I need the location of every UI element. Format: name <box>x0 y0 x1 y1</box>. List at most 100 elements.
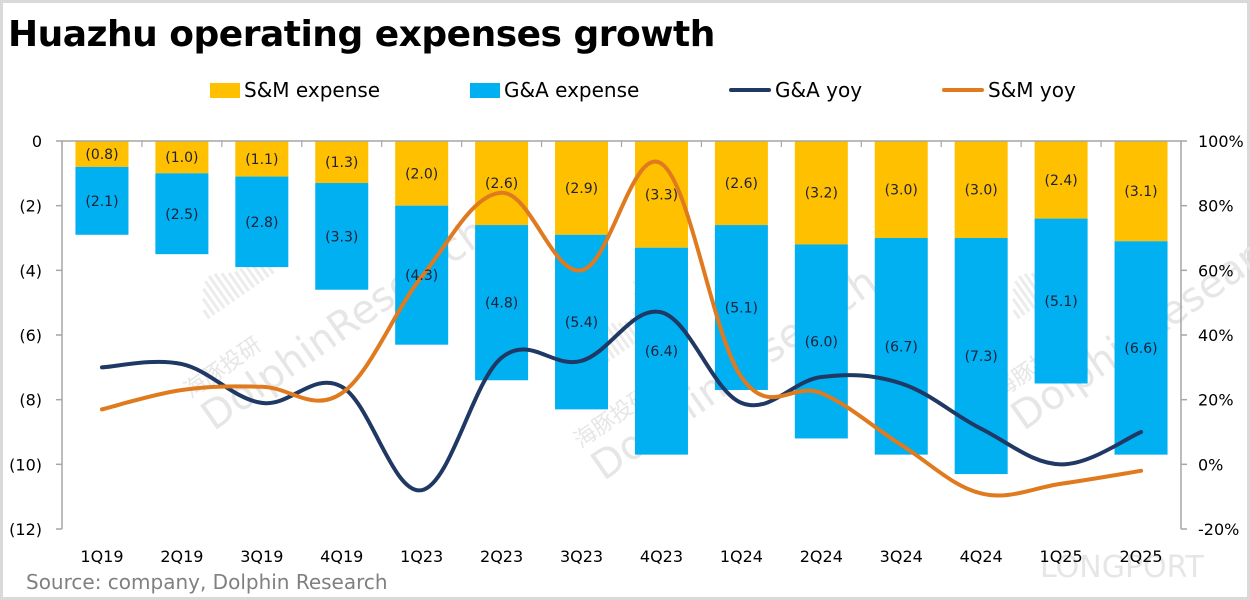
watermark-bar <box>213 272 236 303</box>
category-label: 1Q25 <box>1040 547 1083 566</box>
right-axis-tick-label: 0% <box>1198 455 1223 474</box>
data-label-ga-expense: (6.7) <box>885 339 918 355</box>
bar-sm-expense <box>155 141 209 174</box>
data-label-sm-expense: (3.3) <box>645 187 678 203</box>
legend-line-ga-yoy <box>729 88 771 92</box>
category-label: 4Q24 <box>960 547 1003 566</box>
bar-sm-expense <box>475 141 529 226</box>
bar-ga-expense <box>874 238 928 455</box>
category-label: 1Q19 <box>80 547 123 566</box>
bar-ga-expense <box>634 247 688 455</box>
axes: 0 (2) (4) (6) (8) (10) (12) 100% 80% 60% 40% 20% 0% -… <box>9 132 1244 539</box>
bar-ga-expense <box>1114 241 1168 455</box>
left-axis-tick-label: (12) <box>9 520 42 539</box>
category-labels: 1Q19 2Q19 3Q19 4Q19 1Q23 2Q23 3Q23 4Q23 1Q24 2Q24… <box>80 547 1162 566</box>
line-sm-yoy <box>99 159 1144 498</box>
watermark-bar <box>204 280 226 309</box>
legend: S&M expense G&A expense G&A yoy S&M yoy <box>0 78 1250 108</box>
watermark-bar <box>202 287 221 313</box>
data-label-ga-expense: (4.8) <box>485 296 518 312</box>
legend-line-sm-yoy <box>942 88 984 92</box>
data-label-sm-expense: (2.6) <box>725 176 758 192</box>
watermark-bar <box>1011 297 1026 316</box>
bar-sm-expense <box>1114 141 1168 242</box>
watermark-bar <box>1014 280 1036 309</box>
lines <box>99 159 1144 498</box>
bar-ga-expense <box>475 225 529 381</box>
legend-label-sm-expense: S&M expense <box>244 78 381 102</box>
bar-sm-expense <box>714 141 768 226</box>
bar-ga-expense <box>155 173 209 255</box>
source-note: Source: company, Dolphin Research <box>26 570 388 594</box>
data-label-ga-expense: (4.3) <box>405 268 438 284</box>
data-label-ga-expense: (2.8) <box>245 215 278 231</box>
left-axis-tick-label: (4) <box>19 261 42 280</box>
data-label-ga-expense: (6.0) <box>805 334 838 350</box>
legend-item-ga-expense: G&A expense <box>470 78 639 102</box>
left-axis-tick-label: (8) <box>19 391 42 410</box>
data-label-sm-expense: (1.0) <box>165 150 198 166</box>
bar-sm-expense <box>75 141 129 167</box>
category-label: 2Q23 <box>480 547 523 566</box>
left-axis-tick-label: (10) <box>9 455 42 474</box>
legend-label-ga-expense: G&A expense <box>504 78 640 102</box>
right-axis-tick-label: 20% <box>1198 391 1234 410</box>
data-label-sm-expense: (3.1) <box>1124 184 1157 200</box>
data-label-ga-expense: (6.4) <box>645 344 678 360</box>
data-label-sm-expense: (3.2) <box>805 186 838 202</box>
bar-sm-expense <box>555 141 609 235</box>
chart-title: Huazhu operating expenses growth <box>8 14 715 55</box>
data-label-ga-expense: (7.3) <box>965 349 998 365</box>
bar-ga-expense <box>1034 218 1088 384</box>
legend-swatch-ga-expense <box>470 82 500 98</box>
line-ga-yoy <box>99 309 1144 493</box>
category-label: 2Q25 <box>1119 547 1162 566</box>
data-label-ga-expense: (2.1) <box>85 194 118 210</box>
right-axis-tick-label: 80% <box>1198 197 1234 216</box>
bar-sm-expense <box>794 141 848 245</box>
watermark-bar <box>202 309 211 320</box>
left-axis-tick-label: (6) <box>19 326 42 345</box>
legend-label-ga-yoy: G&A yoy <box>775 78 863 102</box>
data-label-ga-expense: (6.6) <box>1124 341 1157 357</box>
category-label: 4Q23 <box>640 547 683 566</box>
category-label: 1Q24 <box>720 547 763 566</box>
watermark-bar <box>201 297 216 316</box>
right-axis-tick-label: 40% <box>1198 326 1234 345</box>
bar-sm-expense <box>315 141 369 184</box>
watermark-bar <box>234 270 251 292</box>
watermark-bar <box>239 267 255 289</box>
data-label-ga-expense: (5.4) <box>565 315 598 331</box>
data-label-sm-expense: (2.6) <box>485 176 518 192</box>
bars <box>75 141 1168 475</box>
category-label: 2Q24 <box>800 547 843 566</box>
watermark-bar <box>227 272 246 296</box>
legend-swatch-sm-expense <box>210 82 240 98</box>
bar-ga-expense <box>235 176 289 268</box>
bar-sm-expense <box>395 141 449 206</box>
data-label-ga-expense: (5.1) <box>725 301 758 317</box>
watermark-bar <box>220 272 241 299</box>
right-axis-tick-label: -20% <box>1198 520 1239 539</box>
category-label: 1Q23 <box>400 547 443 566</box>
right-axis-tick-label: 60% <box>1198 261 1234 280</box>
bar-sm-expense <box>1034 141 1088 219</box>
data-label-sm-expense: (2.0) <box>405 166 438 182</box>
category-label: 3Q24 <box>880 547 923 566</box>
legend-item-sm-expense: S&M expense <box>210 78 380 102</box>
data-label-sm-expense: (1.1) <box>245 152 278 168</box>
data-label-sm-expense: (3.0) <box>885 183 918 199</box>
legend-item-ga-yoy: G&A yoy <box>729 78 862 102</box>
data-label-sm-expense: (2.4) <box>1045 173 1078 189</box>
data-label-sm-expense: (0.8) <box>85 147 118 163</box>
bar-sm-expense <box>954 141 1008 238</box>
watermark-bar <box>610 322 631 349</box>
bar-ga-expense <box>794 244 848 439</box>
watermark-bar <box>1012 287 1031 313</box>
bar-ga-expense <box>714 225 768 390</box>
watermark-bar <box>242 261 260 285</box>
legend-label-sm-yoy: S&M yoy <box>988 78 1076 102</box>
right-axis-tick-label: 100% <box>1198 132 1244 151</box>
watermark-bar <box>1012 309 1021 320</box>
